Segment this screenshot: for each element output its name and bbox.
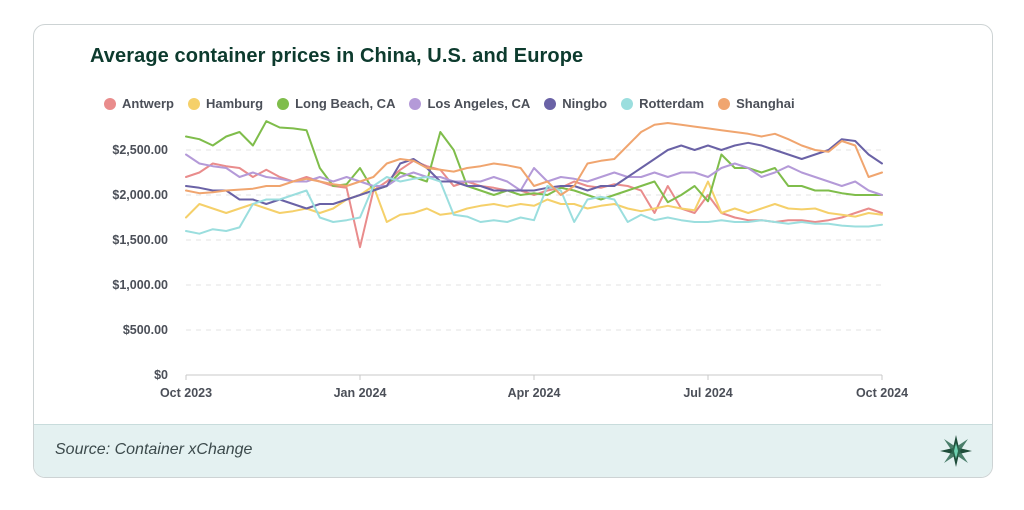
- y-tick-label: $1,000.00: [112, 278, 168, 292]
- legend-item[interactable]: Antwerp: [104, 96, 174, 111]
- legend-item[interactable]: Long Beach, CA: [277, 96, 395, 111]
- legend-item[interactable]: Hamburg: [188, 96, 263, 111]
- x-tick-label: Apr 2024: [508, 386, 561, 400]
- y-tick-label: $1,500.00: [112, 233, 168, 247]
- y-tick-label: $0: [154, 368, 168, 382]
- legend-swatch: [104, 97, 116, 110]
- series-line-rotterdam: [185, 176, 883, 235]
- x-tick-label: Jan 2024: [334, 386, 387, 400]
- series-line-shanghai: [185, 122, 883, 196]
- legend-item[interactable]: Los Angeles, CA: [409, 96, 530, 111]
- series-line-los-angeles-ca: [185, 153, 883, 196]
- legend-label: Hamburg: [206, 96, 264, 111]
- footer: Source: Container xChange: [34, 424, 992, 477]
- legend-swatch: [718, 97, 731, 110]
- y-tick-label: $2,500.00: [112, 143, 168, 157]
- line-chart: $0 $500.00 $1,000.00 $1,500.00 $2,000.00 $2,5…: [112, 120, 908, 400]
- chart-card: Average container prices in China, U.S. …: [33, 24, 993, 478]
- series-line-long-beach-ca: [185, 120, 883, 204]
- legend-item[interactable]: Rotterdam: [621, 96, 704, 111]
- legend-swatch: [544, 97, 557, 110]
- source-text: Source: Container xChange: [55, 441, 253, 458]
- legend-swatch: [277, 97, 290, 110]
- legend-label: Rotterdam: [639, 96, 705, 111]
- y-tick-label: $500.00: [123, 323, 168, 337]
- x-tick-label: Oct 2024: [856, 386, 908, 400]
- legend: Antwerp Hamburg Long Beach, CA Los Angeles,…: [104, 96, 795, 111]
- x-tick-label: Jul 2024: [683, 386, 732, 400]
- legend-label: Antwerp: [122, 96, 174, 111]
- container-xchange-logo-icon: [940, 435, 972, 467]
- legend-label: Ningbo: [562, 96, 608, 111]
- legend-swatch: [409, 97, 422, 110]
- legend-label: Long Beach, CA: [295, 96, 396, 111]
- series-line-hamburg: [185, 180, 883, 223]
- legend-swatch: [188, 97, 200, 110]
- chart-title: Average container prices in China, U.S. …: [90, 45, 584, 67]
- legend-swatch: [621, 97, 634, 110]
- legend-label: Los Angeles, CA: [427, 96, 531, 111]
- series-line-ningbo: [185, 138, 883, 210]
- x-tick-label: Oct 2023: [160, 386, 212, 400]
- legend-item[interactable]: Shanghai: [718, 96, 795, 111]
- legend-item[interactable]: Ningbo: [544, 96, 607, 111]
- y-tick-label: $2,000.00: [112, 188, 168, 202]
- legend-label: Shanghai: [736, 96, 795, 111]
